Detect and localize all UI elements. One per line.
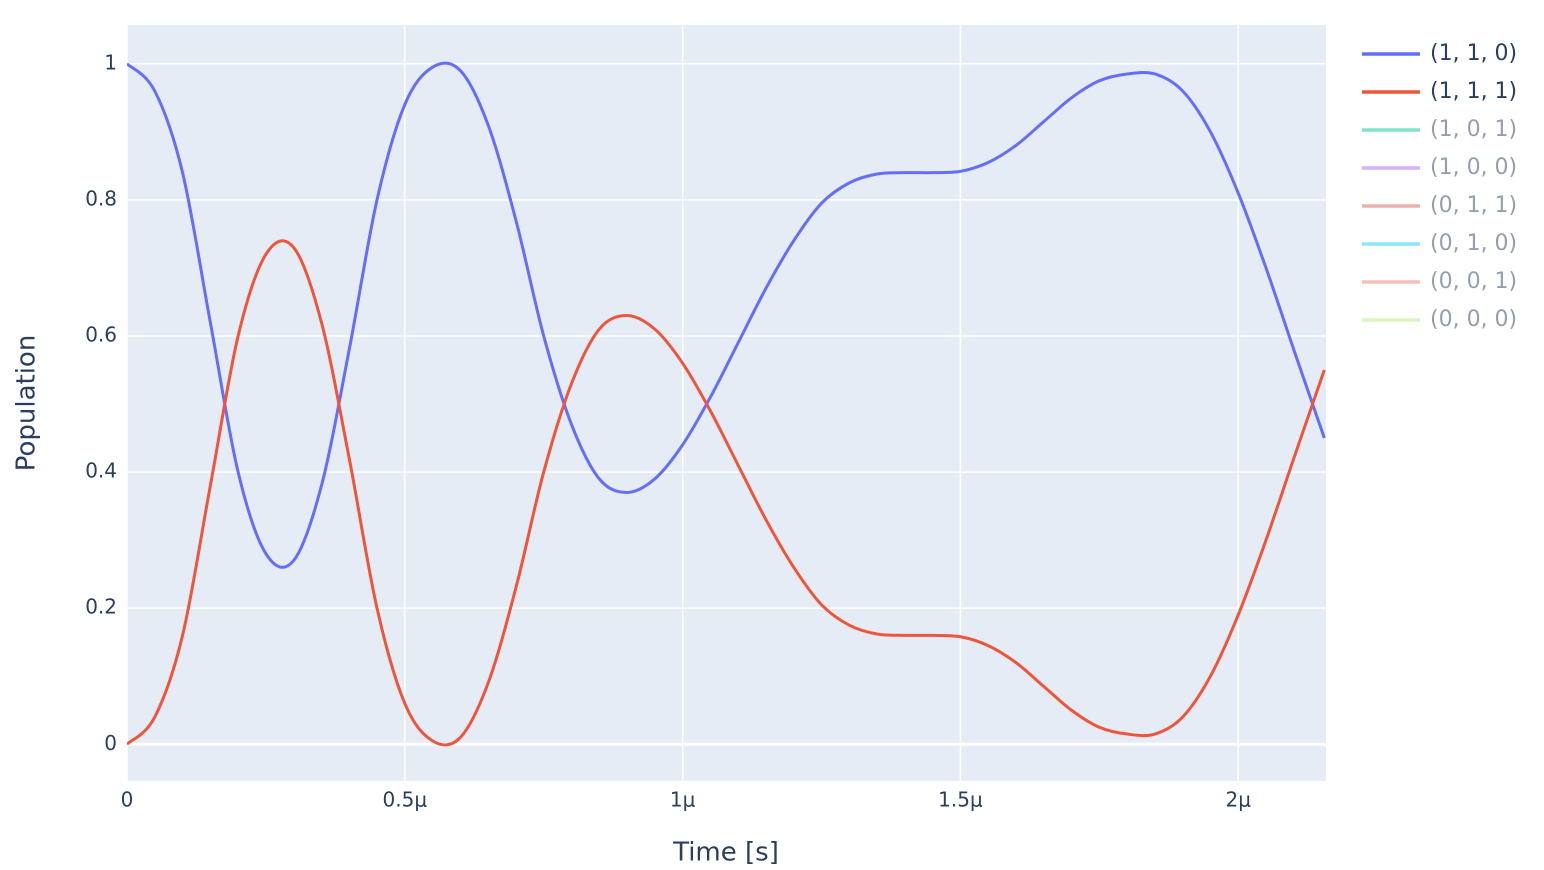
legend-item[interactable]: (1, 0, 1) [1362, 117, 1517, 142]
legend-label: (0, 1, 1) [1430, 193, 1517, 218]
labels: 0 0.2 0.4 0.6 0.8 1 0 0.5μ 1μ 1.5μ 2μ [85, 50, 1251, 811]
legend-item[interactable]: (0, 1, 1) [1362, 193, 1517, 218]
legend-label: (0, 1, 0) [1430, 231, 1517, 256]
y-tick-label: 1 [104, 50, 117, 74]
legend-item[interactable]: (0, 0, 1) [1362, 269, 1517, 294]
legend-item[interactable]: (1, 0, 0) [1362, 155, 1517, 180]
series-line [127, 61, 1326, 569]
legend-label: (1, 1, 0) [1430, 41, 1517, 66]
x-axis-title: Time [s] [672, 838, 779, 868]
legend-label: (1, 0, 1) [1430, 117, 1517, 142]
y-tick-label: 0.2 [85, 595, 117, 619]
legend-label: (0, 0, 0) [1430, 307, 1517, 332]
legend-label: (1, 0, 0) [1430, 155, 1517, 180]
grid [126, 25, 1326, 781]
legend-item[interactable]: (1, 1, 0) [1362, 41, 1517, 66]
x-tick-label: 0 [121, 788, 134, 812]
y-axis-title: Population [12, 335, 42, 472]
legend-item[interactable]: (0, 0, 0) [1362, 307, 1517, 332]
y-tick-label: 0.4 [85, 459, 117, 483]
legend-item[interactable]: (1, 1, 1) [1362, 79, 1517, 104]
plot-area [127, 25, 1326, 781]
x-tick-label: 1μ [670, 788, 696, 812]
y-tick-label: 0.8 [85, 186, 117, 210]
x-tick-label: 1.5μ [938, 788, 983, 812]
legend-item[interactable]: (0, 1, 0) [1362, 231, 1517, 256]
legend-label: (0, 0, 1) [1430, 269, 1517, 294]
legend-label: (1, 1, 1) [1430, 79, 1517, 104]
y-tick-label: 0.6 [85, 322, 117, 346]
y-tick-label: 0 [104, 731, 117, 755]
x-tick-label: 2μ [1225, 788, 1251, 812]
x-tick-label: 0.5μ [383, 788, 428, 812]
lines [127, 61, 1326, 747]
series-line [127, 239, 1326, 747]
legend: (1, 1, 0) (1, 1, 1) (1, 0, 1) (1, 0, 0) (0, … [1362, 41, 1517, 332]
